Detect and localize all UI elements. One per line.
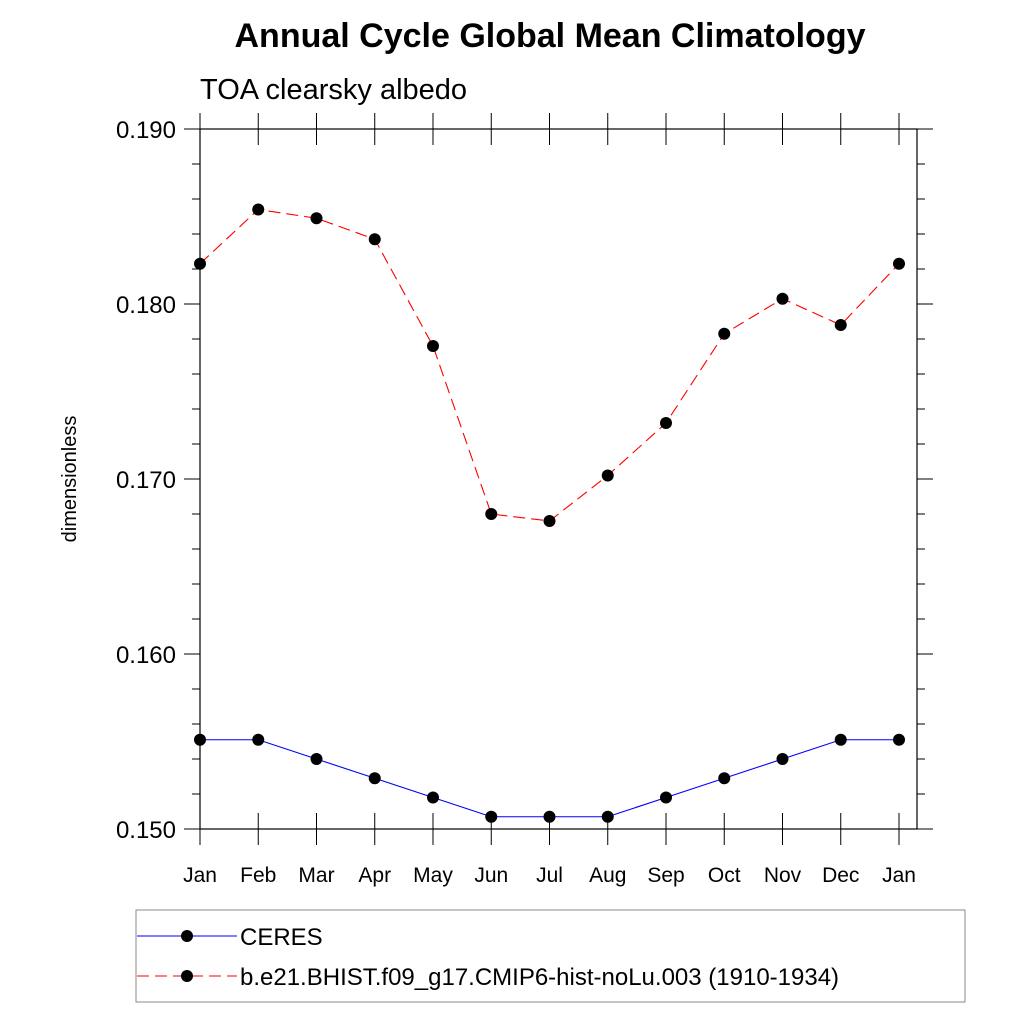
- x-tick-label: Sep: [647, 864, 684, 887]
- series-0-point: [485, 810, 498, 823]
- x-tick-label: Jan: [882, 864, 916, 887]
- series-0-point: [776, 753, 789, 765]
- series-1-point: [485, 508, 498, 520]
- series-1-point: [543, 515, 556, 527]
- series-1-point: [427, 340, 439, 352]
- series-0-point: [310, 753, 323, 765]
- y-tick-label: 0.180: [116, 292, 176, 319]
- series-0-point: [893, 733, 905, 746]
- series-0-point: [252, 733, 265, 746]
- y-tick-label: 0.160: [116, 642, 176, 669]
- chart-title: Annual Cycle Global Mean Climatology: [235, 17, 866, 55]
- x-tick-label: Dec: [822, 864, 859, 887]
- series-1-point: [601, 469, 614, 482]
- legend: CERES b.e21.BHIST.f09_g17.CMIP6-hist-noLu…: [135, 909, 966, 1003]
- y-tick-label: 0.150: [116, 817, 176, 844]
- x-tick-label: May: [413, 864, 453, 887]
- series-1-point: [834, 319, 847, 331]
- x-tick-label: Jun: [474, 864, 508, 887]
- series-1-point: [310, 212, 323, 225]
- x-tick-label: Jul: [536, 864, 563, 887]
- legend-box: [135, 909, 966, 1003]
- series-1-point: [368, 233, 381, 246]
- x-tick-label: Apr: [358, 864, 391, 887]
- y-tick-label: 0.190: [116, 117, 176, 144]
- y-tick-label: 0.170: [116, 467, 176, 494]
- series-1-point: [660, 417, 672, 429]
- plot-series: [194, 203, 905, 823]
- series-1-point: [252, 203, 265, 216]
- x-tick-label: Feb: [240, 864, 276, 887]
- series-1-point: [776, 292, 789, 305]
- legend-marker-0: [181, 930, 193, 942]
- series-0-point: [368, 772, 381, 785]
- legend-marker-1: [181, 970, 193, 982]
- chart-subtitle: TOA clearsky albedo: [200, 74, 467, 106]
- series-0-point: [718, 772, 731, 785]
- plot-frame: [199, 128, 918, 830]
- series-0-point: [601, 810, 614, 823]
- legend-label-0: CERES: [240, 924, 323, 951]
- series-1-point: [893, 257, 905, 270]
- x-tick-label: Oct: [708, 864, 741, 887]
- y-tick-labels: 0.150 0.160 0.170 0.180 0.190: [116, 117, 176, 844]
- x-tick-labels: Jan Feb Mar Apr May Jun Jul Aug Sep Oct Nov Dec Jan: [183, 864, 916, 887]
- series-1-point: [718, 327, 731, 340]
- x-tick-label: Jan: [183, 864, 217, 887]
- x-tick-label: Nov: [764, 864, 802, 887]
- series-0-point: [834, 733, 847, 746]
- x-tick-label: Aug: [589, 864, 626, 887]
- series-0-point: [543, 810, 556, 823]
- x-tick-label: Mar: [298, 864, 334, 887]
- y-axis-label: dimensionless: [59, 416, 81, 543]
- series-0-point: [660, 791, 672, 804]
- series-0-point: [427, 791, 439, 804]
- legend-label-1: b.e21.BHIST.f09_g17.CMIP6-hist-noLu.003 …: [240, 964, 839, 991]
